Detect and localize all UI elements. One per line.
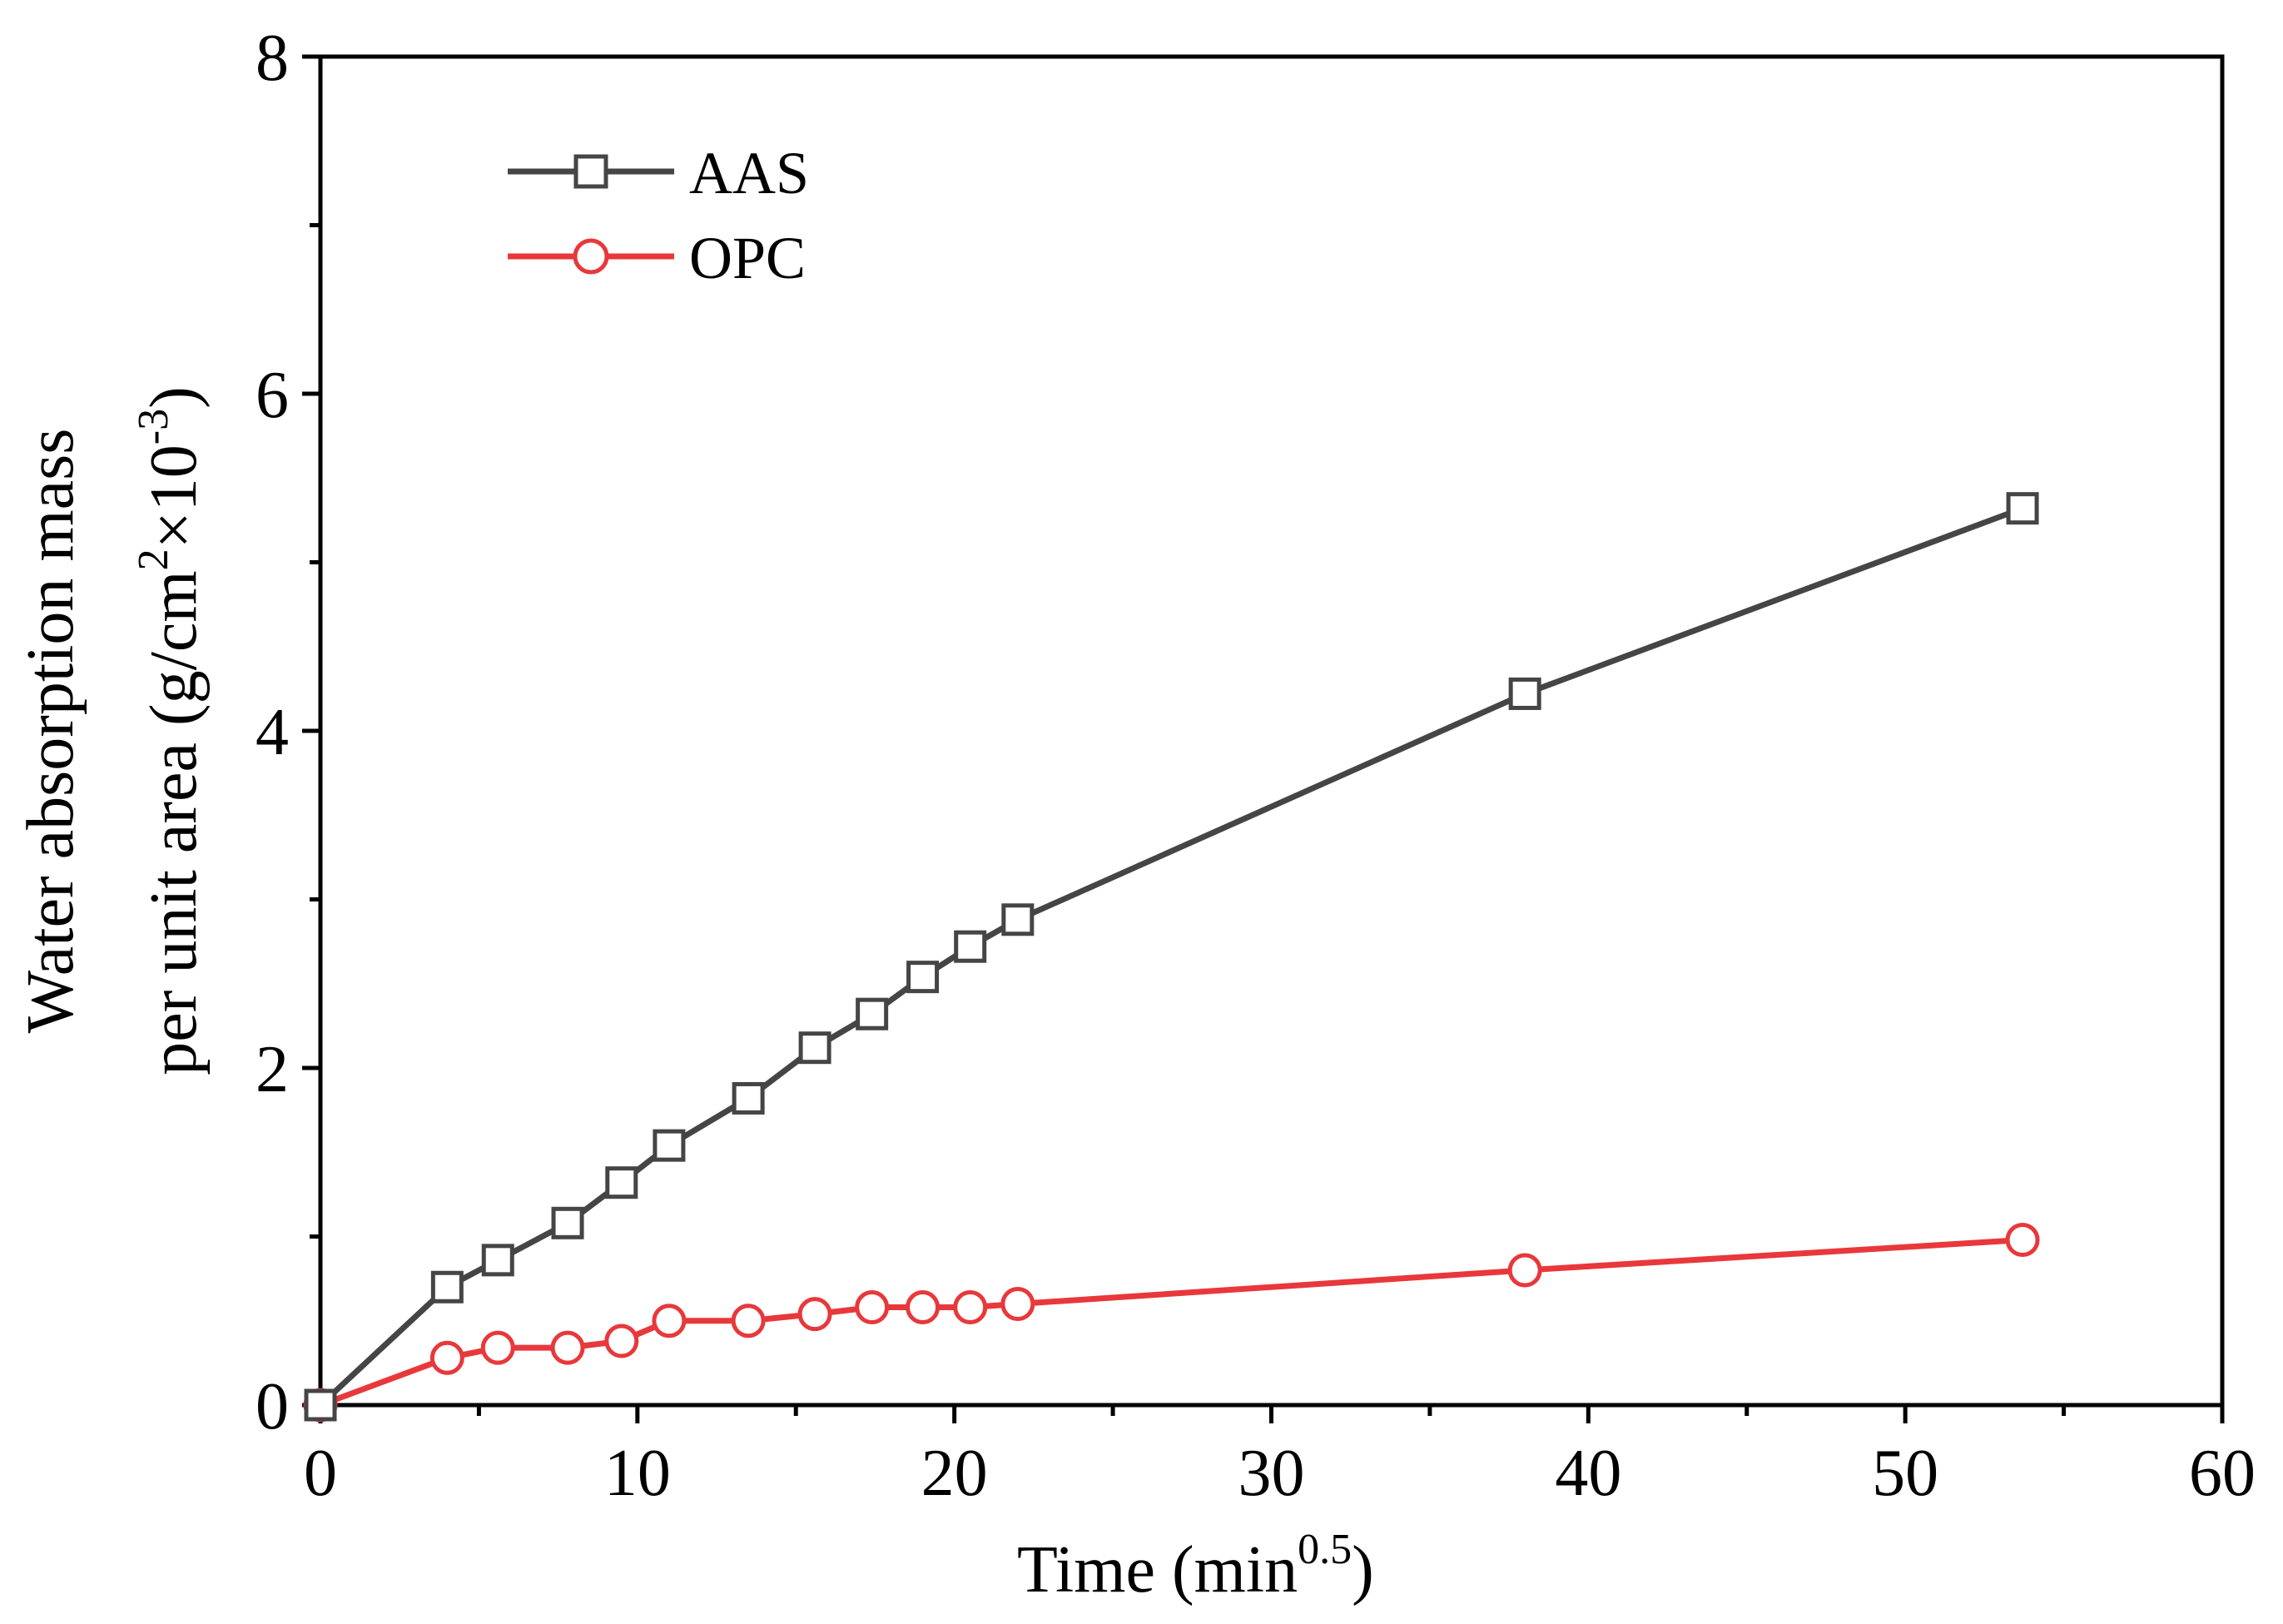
- x-tick-label: 40: [1555, 1437, 1621, 1510]
- x-tick-label: 30: [1238, 1437, 1305, 1510]
- x-tick-label: 60: [2189, 1437, 2256, 1510]
- data-point-opc: [429, 1340, 464, 1375]
- data-point-opc: [953, 1290, 988, 1325]
- series-line-opc: [319, 1237, 2023, 1408]
- data-point-aas: [954, 930, 987, 963]
- data-point-aas: [2006, 492, 2039, 525]
- x-tick-label: 0: [304, 1437, 337, 1510]
- y-axis-title-line1: Water absorption mass: [14, 429, 87, 1034]
- data-point-aas: [551, 1206, 584, 1239]
- data-point-aas: [653, 1129, 686, 1162]
- legend: AAS OPC: [508, 140, 809, 291]
- series-lines: [318, 505, 2024, 1408]
- data-point-aas: [481, 1244, 514, 1277]
- legend-marker-aas: [573, 154, 608, 189]
- data-point-opc: [855, 1290, 890, 1325]
- x-tick-label: 20: [921, 1437, 988, 1510]
- tick-labels: 0 10 20 30 40 50 60 0 2 4 6 8: [256, 22, 2256, 1510]
- data-point-aas: [304, 1388, 337, 1422]
- y-axis-title-line2: per unit area (g/cm2×10-3): [130, 386, 211, 1075]
- legend-marker-opc: [573, 238, 609, 275]
- x-tick-label: 50: [1872, 1437, 1938, 1510]
- data-point-aas: [798, 1031, 831, 1065]
- data-point-aas: [430, 1270, 464, 1304]
- y-tick-label: 4: [256, 696, 289, 769]
- y-tick-label: 2: [256, 1033, 289, 1106]
- data-point-opc: [652, 1304, 687, 1338]
- y-tick-label: 6: [256, 359, 289, 432]
- data-point-aas: [1001, 903, 1035, 936]
- data-point-aas: [906, 961, 940, 994]
- data-point-opc: [2005, 1223, 2040, 1258]
- legend-label-aas: AAS: [689, 140, 809, 206]
- data-point-opc: [797, 1297, 832, 1332]
- series-line-aas: [318, 505, 2024, 1408]
- series-markers: [303, 492, 2040, 1423]
- x-axis-title: Time (min0.5): [1017, 1526, 1374, 1607]
- data-point-opc: [1000, 1287, 1035, 1321]
- data-point-opc: [550, 1330, 585, 1365]
- data-point-aas: [1508, 677, 1541, 710]
- data-point-aas: [605, 1166, 638, 1199]
- data-point-opc: [1507, 1253, 1542, 1288]
- data-point-opc: [731, 1304, 766, 1338]
- data-point-opc: [906, 1290, 940, 1325]
- axis-ticks: [302, 54, 2225, 1423]
- data-point-aas: [732, 1081, 765, 1115]
- legend-label-opc: OPC: [689, 225, 806, 291]
- data-point-opc: [604, 1324, 639, 1358]
- x-tick-label: 10: [604, 1437, 671, 1510]
- data-point-aas: [856, 997, 889, 1031]
- data-point-opc: [480, 1330, 515, 1365]
- y-tick-label: 0: [256, 1370, 289, 1443]
- y-tick-label: 8: [256, 22, 289, 95]
